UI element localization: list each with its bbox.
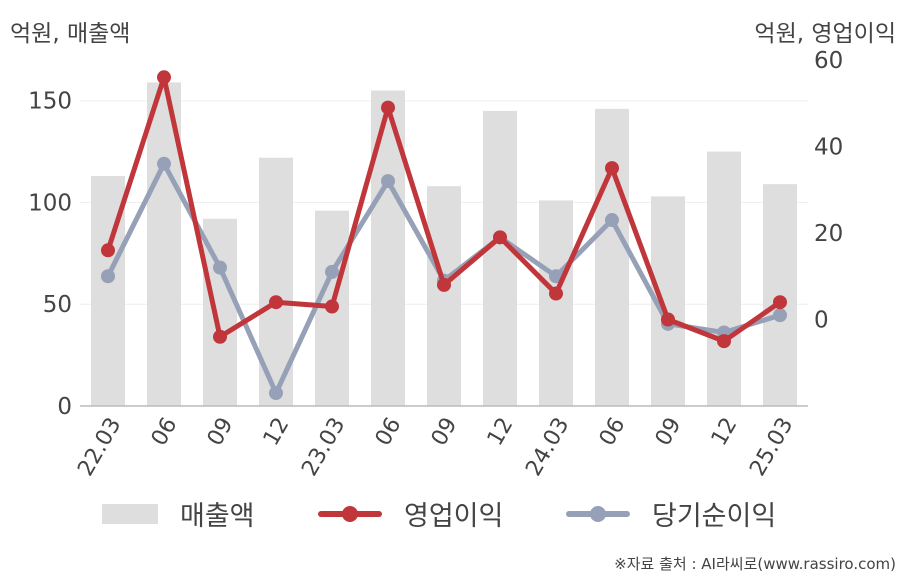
left-axis-tick-label: 150 (28, 89, 72, 115)
point-operating-profit (381, 100, 395, 115)
x-axis-tick-label: 09 (427, 414, 463, 451)
x-axis-tick-label: 06 (595, 414, 631, 451)
legend-item-net-income: 당기순이익 (566, 494, 776, 533)
point-operating-profit (493, 230, 507, 245)
x-axis-tick-label: 06 (371, 414, 407, 451)
point-net-income (381, 174, 395, 189)
legend-item-revenue: 매출액 (102, 494, 255, 533)
point-net-income (213, 260, 227, 275)
bar-revenue (539, 200, 573, 406)
bar-revenue (763, 184, 797, 406)
right-axis-tick-label: 60 (814, 48, 843, 74)
bar-revenue (427, 186, 461, 406)
point-operating-profit (717, 334, 731, 349)
legend-label-net-income: 당기순이익 (652, 501, 777, 532)
bar-revenue (483, 110, 517, 406)
legend-label-operating-profit: 영업이익 (404, 501, 504, 532)
x-axis-tick-label: 06 (147, 414, 183, 451)
point-operating-profit (269, 295, 283, 310)
point-operating-profit (101, 243, 115, 258)
left-axis-unit-label: 억원, 매출액 (10, 21, 131, 47)
point-operating-profit (157, 70, 171, 85)
left-axis-tick-label: 50 (43, 292, 72, 318)
point-net-income (773, 308, 787, 323)
point-net-income (269, 386, 283, 401)
right-axis-tick-label: 40 (814, 135, 843, 161)
x-axis-tick-label: 25.03 (745, 414, 798, 481)
right-axis-unit-label: 억원, 영업이익 (754, 21, 896, 47)
left-axis-tick-label: 0 (57, 394, 72, 420)
point-operating-profit (549, 286, 563, 301)
x-axis-tick-label: 12 (707, 414, 743, 451)
legend-label-revenue: 매출액 (180, 501, 255, 532)
x-axis-tick-label: 12 (259, 414, 295, 451)
right-axis-tick-label: 0 (814, 308, 829, 334)
source-credit: ※자료 출처 : AI라씨로(www.rassiro.com) (614, 555, 896, 573)
point-net-income (157, 156, 171, 171)
point-operating-profit (325, 299, 339, 314)
point-operating-profit (773, 295, 787, 310)
point-operating-profit (437, 277, 451, 292)
x-axis-tick-label: 23.03 (297, 414, 350, 481)
point-net-income (101, 269, 115, 284)
x-axis-tick-label: 09 (651, 414, 687, 451)
x-axis-tick-label: 12 (483, 414, 519, 451)
legend-item-operating-profit: 영업이익 (318, 494, 503, 533)
left-axis-tick-label: 100 (28, 190, 72, 216)
x-axis-tick-label: 24.03 (521, 414, 574, 481)
legend-swatch-operating-profit (318, 504, 382, 524)
legend-swatch-revenue (102, 503, 158, 524)
legend-swatch-net-income (566, 504, 630, 524)
x-axis-tick-label: 22.03 (73, 414, 126, 481)
point-operating-profit (213, 329, 227, 344)
bar-revenue (707, 151, 741, 406)
bar-revenue (595, 108, 629, 407)
right-axis-tick-label: 20 (814, 221, 843, 247)
point-operating-profit (661, 312, 675, 327)
point-operating-profit (605, 161, 619, 176)
point-net-income (605, 213, 619, 228)
x-axis-tick-label: 09 (203, 414, 239, 451)
point-net-income (325, 264, 339, 279)
